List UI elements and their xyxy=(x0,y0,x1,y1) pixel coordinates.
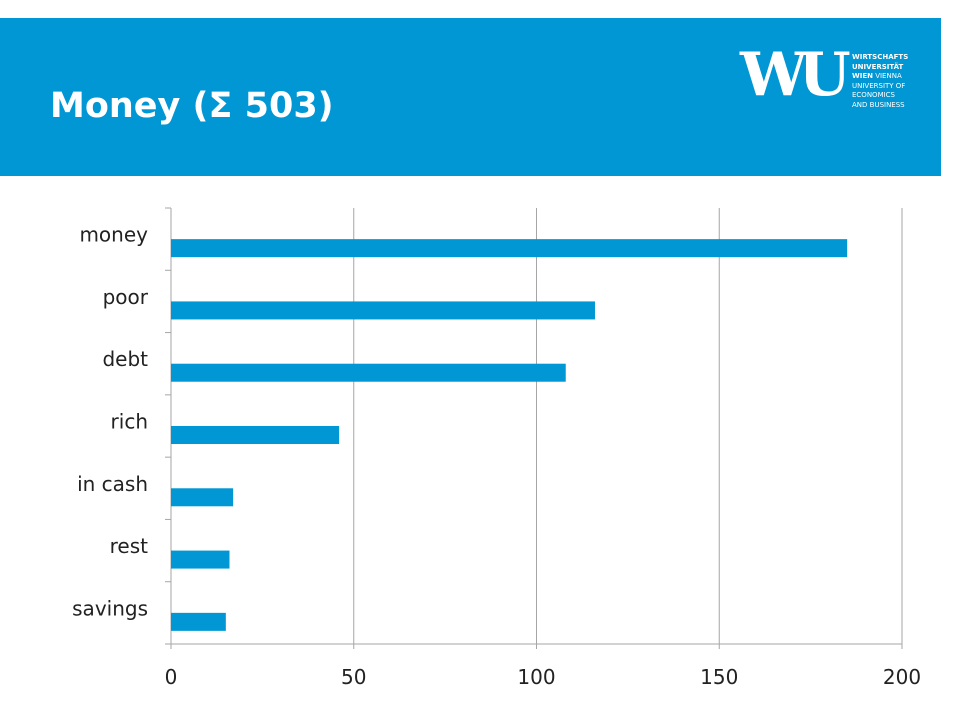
page-title: Money (Σ 503) xyxy=(50,86,334,126)
y-tick-label: debt xyxy=(102,347,148,371)
logo-line: ECONOMICS xyxy=(852,91,896,100)
bar xyxy=(171,426,340,444)
logo-line: UNIVERSITY OF xyxy=(852,81,906,90)
x-tick-label: 50 xyxy=(341,665,366,689)
y-tick-label: savings xyxy=(72,596,148,620)
logo-line: VIENNA xyxy=(875,72,902,81)
logo-line: WIEN xyxy=(852,72,873,81)
y-tick-label: poor xyxy=(103,285,149,309)
bar xyxy=(171,239,848,258)
x-tick-label: 100 xyxy=(517,665,555,689)
header-band xyxy=(0,18,941,176)
logo-line: UNIVERSITÄT xyxy=(852,62,904,71)
logo-mark: WU xyxy=(740,40,851,110)
logo-line: WIRTSCHAFTS xyxy=(852,53,909,61)
x-tick-label: 150 xyxy=(700,665,738,689)
y-tick-label: money xyxy=(79,223,148,247)
bar xyxy=(171,488,234,507)
y-tick-label: rest xyxy=(110,534,149,558)
wu-logo: WU WIRTSCHAFTS UNIVERSITÄT WIEN VIENNA U… xyxy=(740,44,920,140)
bar xyxy=(171,550,230,569)
x-tick-label: 200 xyxy=(883,665,921,689)
logo-text: WIRTSCHAFTS UNIVERSITÄT WIEN VIENNA UNIV… xyxy=(852,53,908,111)
y-tick-label: rich xyxy=(111,410,148,434)
x-tick-label: 0 xyxy=(165,665,178,689)
bar xyxy=(171,363,566,382)
logo-line: AND BUSINESS xyxy=(852,100,905,109)
logo-line-group: WIEN VIENNA xyxy=(852,72,908,82)
bar xyxy=(171,301,595,320)
y-tick-label: in cash xyxy=(77,472,148,496)
bar xyxy=(171,612,226,631)
